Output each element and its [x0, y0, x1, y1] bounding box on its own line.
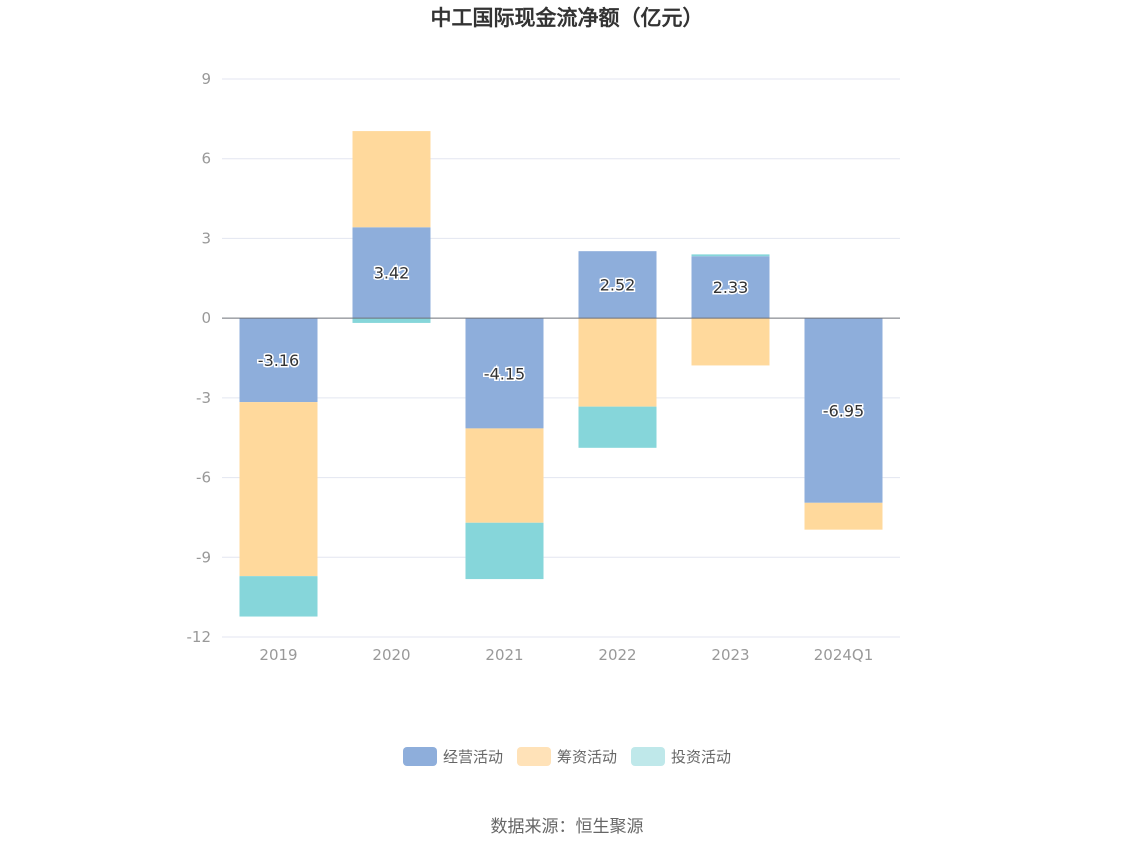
- legend-item-financing[interactable]: 筹资活动: [516, 746, 617, 767]
- grid-lines: [222, 78, 900, 638]
- bar-segment: [465, 428, 544, 523]
- bar-segment: [804, 318, 883, 503]
- axes: 9 6 3 0 -3 -6 -9 -12 2019 2020 2021 2022 2023 2024Q1: [187, 70, 900, 664]
- x-tick-label: 2019: [259, 646, 297, 664]
- data-label: -4.15: [484, 364, 525, 383]
- bar-segment: [465, 318, 544, 429]
- y-tick-label: -12: [187, 628, 212, 646]
- legend-item-investing[interactable]: 投资活动: [631, 746, 731, 767]
- legend: 经营活动 筹资活动 投资活动: [0, 746, 1134, 767]
- legend-label-financing: 筹资活动: [556, 748, 617, 766]
- x-tick-label: 2020: [372, 646, 410, 664]
- y-tick-label: 6: [201, 150, 211, 168]
- bar-segment: [352, 318, 431, 323]
- bar-segment: [804, 502, 883, 530]
- y-tick-label: 0: [201, 309, 211, 327]
- bar-segment: [352, 227, 431, 319]
- x-tick-label: 2021: [485, 646, 523, 664]
- bar-segment: [691, 256, 770, 319]
- data-source: 数据来源：恒生聚源: [490, 817, 644, 837]
- data-label: 2.33: [713, 278, 749, 297]
- data-label: -6.95: [823, 401, 864, 420]
- y-tick-label: 3: [201, 229, 211, 247]
- y-tick-label: -6: [196, 469, 211, 487]
- bar-segment: [691, 254, 770, 257]
- y-tick-label: 9: [201, 70, 211, 88]
- bars: [239, 131, 883, 617]
- bar-segment: [352, 131, 431, 228]
- data-labels: -3.16 3.42 -4.15 2.52 2.33 -6.95: [256, 262, 865, 422]
- y-tick-label: -3: [196, 389, 211, 407]
- legend-swatch-investing: [631, 747, 665, 766]
- legend-swatch-operating: [402, 747, 437, 766]
- bar-segment: [578, 406, 657, 448]
- bar-segment: [239, 576, 318, 617]
- legend-label-investing: 投资活动: [671, 748, 732, 766]
- bar-segment: [239, 402, 318, 577]
- bar-segment: [465, 522, 544, 580]
- x-tick-label: 2023: [711, 646, 749, 664]
- data-label: -3.16: [258, 351, 299, 370]
- x-tick-label: 2024Q1: [814, 646, 874, 664]
- chart-title: 中工国际现金流净额（亿元）: [430, 6, 704, 30]
- x-tick-label: 2022: [598, 646, 636, 664]
- y-tick-label: -9: [196, 548, 211, 566]
- legend-label-operating: 经营活动: [442, 748, 503, 766]
- bar-segment: [578, 251, 657, 319]
- bar-segment: [578, 318, 657, 407]
- legend-item-operating[interactable]: 经营活动: [402, 746, 503, 767]
- legend-swatch-financing: [516, 747, 551, 766]
- data-label: 2.52: [600, 276, 636, 295]
- bar-segment: [239, 318, 318, 403]
- data-label: 3.42: [374, 264, 410, 283]
- bar-segment: [691, 318, 770, 366]
